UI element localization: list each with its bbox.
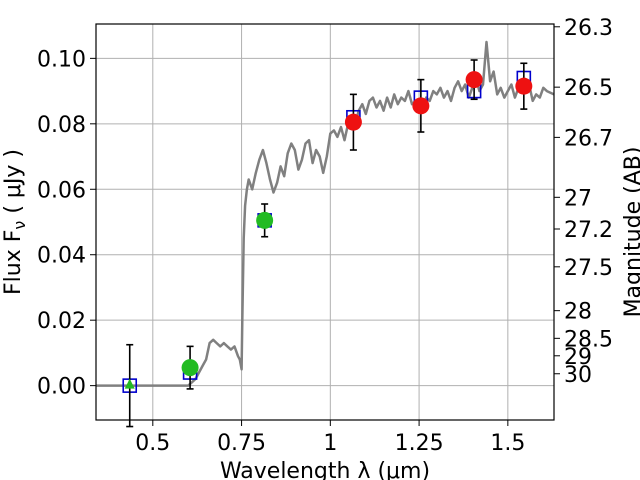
y2-tick-label: 27 (564, 186, 592, 211)
y-tick-label: 0.04 (37, 244, 86, 269)
y2-tick-label: 28 (564, 300, 592, 325)
detection-upper-limit (124, 378, 135, 389)
x-axis-label: Wavelength λ (μm) (220, 459, 430, 480)
detection-point (412, 97, 430, 115)
y-axis-label: Flux Fν ( μJy ) (1, 149, 29, 295)
grid (96, 24, 554, 420)
x-tick-label: 0.5 (135, 431, 170, 456)
sed-curve-group (96, 40, 555, 387)
plot-frame (95, 23, 555, 421)
y-axis-label-sub: ν (10, 221, 29, 230)
detection-point (515, 77, 533, 95)
y-tick-label: 0.10 (37, 47, 86, 72)
y-tick-label: 0.00 (37, 375, 86, 400)
x-tick-label: 0.75 (217, 431, 266, 456)
y2-tick-label: 28.5 (564, 327, 613, 352)
y-tick-label: 0.02 (37, 309, 86, 334)
detection-point (181, 359, 199, 377)
y2-tick-label: 27.2 (564, 218, 613, 243)
y2-tick-label: 27.5 (564, 256, 613, 281)
x-tick-label: 1.5 (490, 431, 525, 456)
detection-point (256, 211, 274, 229)
y2-axis-label: Magnitude (AB) (621, 147, 640, 318)
model-points-group (122, 70, 532, 393)
x-tick-label: 1 (323, 431, 337, 456)
x-axis-ticks: 0.5 0.75 1 1.25 1.5 (135, 420, 525, 456)
x-tick-label: 1.25 (395, 431, 444, 456)
y-axis-ticks: 0.00 0.02 0.04 0.06 0.08 0.10 (37, 47, 96, 400)
y2-tick-label: 26.3 (564, 16, 613, 41)
y-axis-label-unit: ( μJy ) (1, 149, 26, 221)
y2-tick-label: 29 (564, 345, 592, 370)
y-tick-label: 0.08 (37, 113, 86, 138)
y-axis-label-main: Flux F (1, 230, 26, 295)
y-tick-label: 0.06 (37, 178, 86, 203)
detections-group (124, 71, 533, 389)
y2-tick-label: 26.5 (564, 76, 613, 101)
detection-point (344, 113, 362, 131)
y2-tick-label: 26.7 (564, 126, 613, 151)
y2-tick-label: 30 (564, 363, 592, 388)
sed-curve-line (96, 40, 555, 387)
detection-point (465, 71, 483, 89)
